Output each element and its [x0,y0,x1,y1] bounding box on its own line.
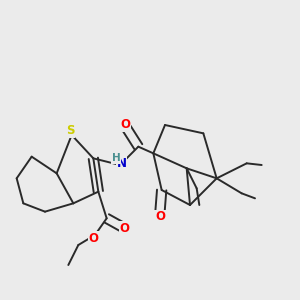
Text: N: N [117,157,127,170]
Text: O: O [88,232,98,245]
Text: S: S [66,124,74,137]
Text: O: O [155,210,165,223]
Text: H: H [112,153,120,163]
Text: O: O [120,118,130,131]
Text: O: O [119,222,129,235]
